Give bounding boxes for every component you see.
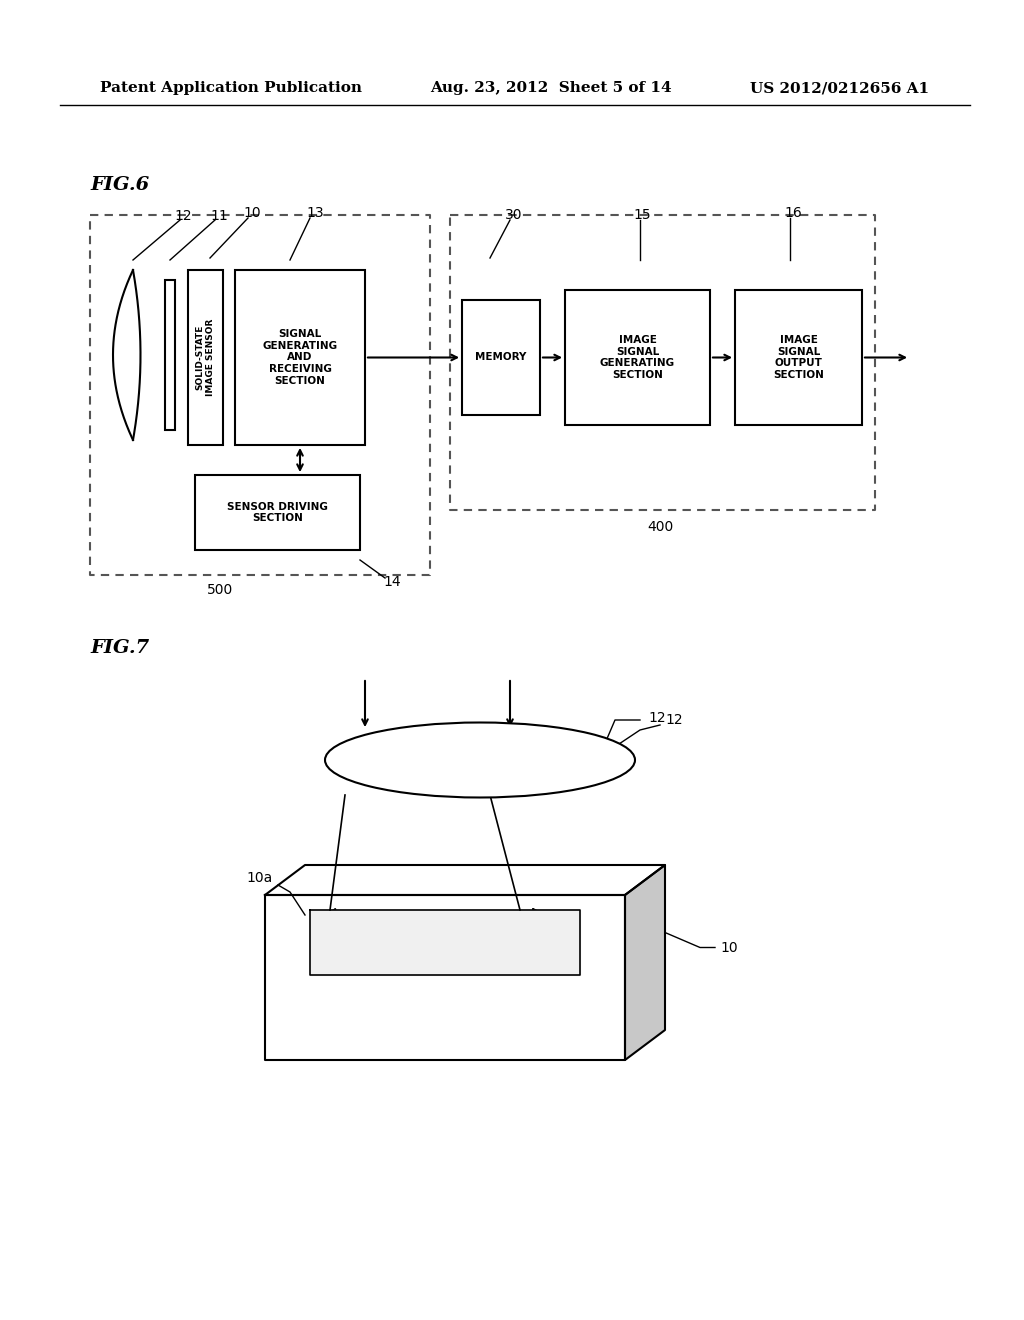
Text: 14: 14 [383,576,400,589]
Bar [565,290,710,425]
Text: 10: 10 [243,206,261,220]
Polygon shape [265,865,665,895]
Text: 13: 13 [306,206,324,220]
Text: SENSOR DRIVING
SECTION: SENSOR DRIVING SECTION [227,502,328,523]
Polygon shape [625,865,665,1060]
Text: MEMORY: MEMORY [475,352,526,363]
Text: 12: 12 [665,713,683,727]
Text: 30: 30 [505,209,522,222]
Bar [195,475,360,550]
Bar [234,271,365,445]
Text: IMAGE
SIGNAL
OUTPUT
SECTION: IMAGE SIGNAL OUTPUT SECTION [773,335,824,380]
Text: IMAGE
SIGNAL
GENERATING
SECTION: IMAGE SIGNAL GENERATING SECTION [600,335,675,380]
Ellipse shape [325,722,635,797]
Text: FIG.7: FIG.7 [90,639,150,657]
Text: 500: 500 [207,583,233,597]
Text: 12: 12 [174,209,191,223]
Text: SOLID-STATE
IMAGE SENSOR: SOLID-STATE IMAGE SENSOR [196,319,215,396]
Bar [188,271,223,445]
Text: 10: 10 [720,940,737,954]
Text: 400: 400 [647,520,673,535]
Text: SIGNAL
GENERATING
AND
RECEIVING
SECTION: SIGNAL GENERATING AND RECEIVING SECTION [262,329,338,385]
Text: Aug. 23, 2012  Sheet 5 of 14: Aug. 23, 2012 Sheet 5 of 14 [430,81,672,95]
Bar [462,300,540,414]
Text: 10a: 10a [247,871,273,884]
Text: 11: 11 [210,209,228,223]
Text: 15: 15 [633,209,651,222]
Text: 12: 12 [648,711,666,725]
Text: US 2012/0212656 A1: US 2012/0212656 A1 [750,81,929,95]
Text: FIG.6: FIG.6 [90,176,150,194]
Bar [165,280,175,430]
Polygon shape [310,909,580,975]
Polygon shape [265,895,625,1060]
Bar [735,290,862,425]
Text: Patent Application Publication: Patent Application Publication [100,81,362,95]
Text: 16: 16 [784,206,802,220]
